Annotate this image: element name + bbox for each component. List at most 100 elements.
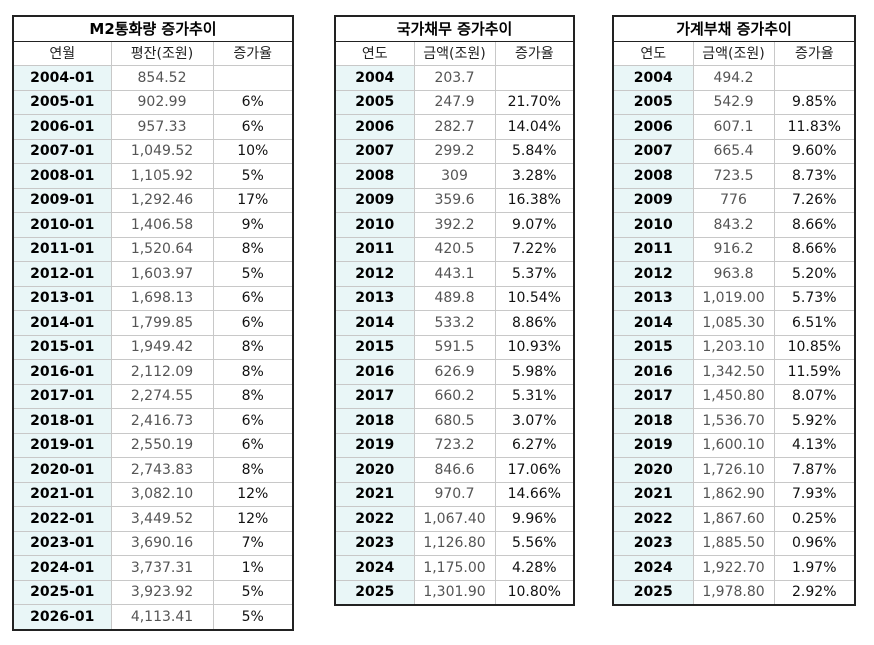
header-row: 연도 금액(조원) 증가율 [612, 40, 856, 66]
period-cell: 2024-01 [12, 555, 112, 581]
amount-cell: 2,416.73 [110, 408, 214, 434]
amount-cell: 1,799.85 [110, 310, 214, 336]
rate-cell: 6% [212, 285, 294, 311]
amount-cell: 3,690.16 [110, 530, 214, 556]
period-cell: 2016-01 [12, 359, 112, 385]
rate-cell: 12% [212, 481, 294, 507]
period-cell: 2006 [612, 114, 694, 140]
data-row: 2018 680.5 3.07% [334, 408, 575, 434]
amount-cell: 1,978.80 [692, 579, 775, 606]
data-row: 2020 1,726.10 7.87% [612, 457, 856, 483]
rate-cell: 5.37% [494, 261, 575, 287]
amount-cell: 607.1 [692, 114, 775, 140]
period-cell: 2006-01 [12, 114, 112, 140]
rate-cell: 9.60% [773, 138, 856, 164]
amount-cell: 963.8 [692, 261, 775, 287]
rate-cell [212, 65, 294, 91]
data-row: 2007-01 1,049.52 10% [12, 138, 294, 164]
title-row: M2통화량 증가추이 [12, 15, 294, 42]
data-row: 2019-01 2,550.19 6% [12, 432, 294, 458]
data-row: 2021 970.7 14.66% [334, 481, 575, 507]
column-header: 연도 [334, 40, 415, 66]
rate-cell: 14.66% [494, 481, 575, 507]
period-cell: 2017 [334, 383, 415, 409]
data-row: 2012-01 1,603.97 5% [12, 261, 294, 287]
amount-cell: 1,949.42 [110, 334, 214, 360]
amount-cell: 1,922.70 [692, 555, 775, 581]
rate-cell: 6% [212, 408, 294, 434]
amount-cell: 2,743.83 [110, 457, 214, 483]
amount-cell: 3,737.31 [110, 555, 214, 581]
rate-cell: 8.66% [773, 212, 856, 238]
amount-cell: 957.33 [110, 114, 214, 140]
data-row: 2018 1,536.70 5.92% [612, 408, 856, 434]
data-row: 2009 776 7.26% [612, 187, 856, 213]
data-row: 2019 723.2 6.27% [334, 432, 575, 458]
data-row: 2014 1,085.30 6.51% [612, 310, 856, 336]
period-cell: 2004-01 [12, 65, 112, 91]
period-cell: 2022 [334, 506, 415, 532]
data-row: 2011 916.2 8.66% [612, 236, 856, 262]
rate-cell: 7.26% [773, 187, 856, 213]
rate-cell: 10.85% [773, 334, 856, 360]
period-cell: 2015-01 [12, 334, 112, 360]
data-row: 2020 846.6 17.06% [334, 457, 575, 483]
data-row: 2004 203.7 [334, 65, 575, 91]
column-header: 금액(조원) [413, 40, 496, 66]
rate-cell: 0.25% [773, 506, 856, 532]
period-cell: 2019 [612, 432, 694, 458]
data-row: 2010 392.2 9.07% [334, 212, 575, 238]
period-cell: 2020-01 [12, 457, 112, 483]
period-cell: 2011 [334, 236, 415, 262]
period-cell: 2018 [612, 408, 694, 434]
amount-cell: 443.1 [413, 261, 496, 287]
period-cell: 2023 [334, 530, 415, 556]
rate-cell: 9% [212, 212, 294, 238]
table-title: 국가채무 증가추이 [334, 15, 575, 42]
rate-cell: 6% [212, 89, 294, 115]
period-cell: 2004 [334, 65, 415, 91]
data-row: 2006 607.1 11.83% [612, 114, 856, 140]
period-cell: 2014 [612, 310, 694, 336]
amount-cell: 1,105.92 [110, 163, 214, 189]
rate-cell: 5.73% [773, 285, 856, 311]
period-cell: 2021-01 [12, 481, 112, 507]
data-row: 2026-01 4,113.41 5% [12, 604, 294, 630]
period-cell: 2007 [612, 138, 694, 164]
header-row: 연월 평잔(조원) 증가율 [12, 40, 294, 66]
period-cell: 2012 [334, 261, 415, 287]
amount-cell: 843.2 [692, 212, 775, 238]
data-row: 2021 1,862.90 7.93% [612, 481, 856, 507]
amount-cell: 420.5 [413, 236, 496, 262]
data-row: 2013 489.8 10.54% [334, 285, 575, 311]
period-cell: 2019 [334, 432, 415, 458]
rate-cell: 8.66% [773, 236, 856, 262]
period-cell: 2021 [612, 481, 694, 507]
amount-cell: 2,274.55 [110, 383, 214, 409]
table-title: M2통화량 증가추이 [12, 15, 294, 42]
amount-cell: 626.9 [413, 359, 496, 385]
amount-cell: 1,867.60 [692, 506, 775, 532]
amount-cell: 902.99 [110, 89, 214, 115]
rate-cell: 11.83% [773, 114, 856, 140]
amount-cell: 299.2 [413, 138, 496, 164]
rate-cell: 5% [212, 579, 294, 605]
data-row: 2012 443.1 5.37% [334, 261, 575, 287]
period-cell: 2011 [612, 236, 694, 262]
period-cell: 2022 [612, 506, 694, 532]
amount-cell: 1,085.30 [692, 310, 775, 336]
amount-cell: 542.9 [692, 89, 775, 115]
data-row: 2015-01 1,949.42 8% [12, 334, 294, 360]
data-row: 2018-01 2,416.73 6% [12, 408, 294, 434]
amount-cell: 1,885.50 [692, 530, 775, 556]
period-cell: 2025 [334, 579, 415, 606]
amount-cell: 3,923.92 [110, 579, 214, 605]
data-table: M2통화량 증가추이 연월 평잔(조원) 증가율 2004-01 854.52 2005-0… [12, 15, 294, 631]
period-cell: 2013-01 [12, 285, 112, 311]
period-cell: 2007 [334, 138, 415, 164]
period-cell: 2005 [612, 89, 694, 115]
period-cell: 2014-01 [12, 310, 112, 336]
amount-cell: 1,019.00 [692, 285, 775, 311]
data-row: 2009-01 1,292.46 17% [12, 187, 294, 213]
